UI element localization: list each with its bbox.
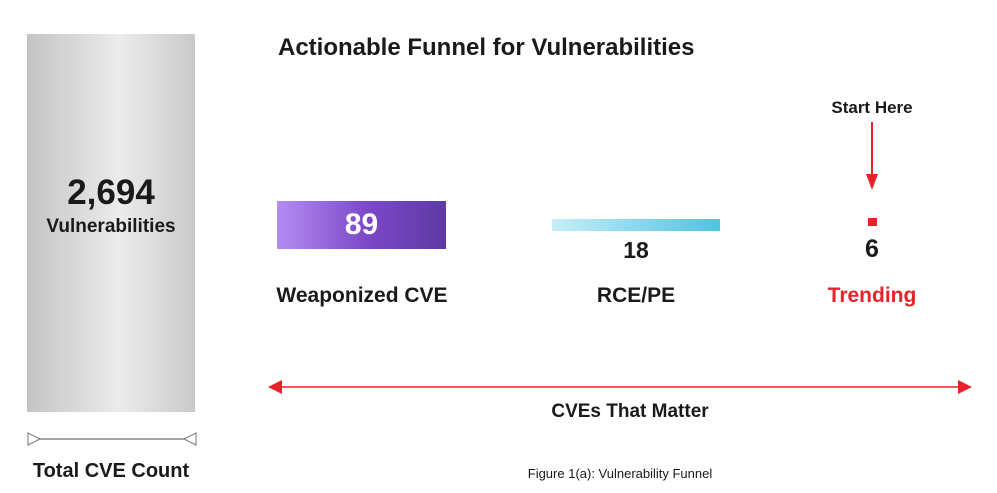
- total-cve-caption: Total CVE Count: [32, 460, 190, 482]
- rce-pe-bar: [552, 219, 720, 231]
- total-cve-value: 2,694: [67, 173, 155, 212]
- total-count-bracket: [27, 432, 197, 446]
- weaponized-bar: 89: [277, 201, 446, 249]
- total-cve-unit: Vulnerabilities: [46, 216, 176, 237]
- rce-pe-label: RCE/PE: [596, 284, 676, 307]
- cves-that-matter-bracket: [268, 380, 972, 394]
- figure-caption: Figure 1(a): Vulnerability Funnel: [527, 466, 713, 481]
- cves-that-matter-label: CVEs That Matter: [551, 401, 709, 422]
- arrow-down-icon: [866, 122, 878, 190]
- total-cve-bar: [27, 34, 195, 412]
- weaponized-label: Weaponized CVE: [276, 284, 448, 307]
- weaponized-value: 89: [344, 208, 379, 241]
- trending-label: Trending: [827, 284, 917, 307]
- rce-pe-value: 18: [623, 237, 649, 263]
- trending-value: 6: [865, 235, 879, 263]
- trending-bar: [868, 218, 877, 226]
- funnel-title: Actionable Funnel for Vulnerabilities: [278, 34, 695, 61]
- start-here-label: Start Here: [831, 98, 913, 117]
